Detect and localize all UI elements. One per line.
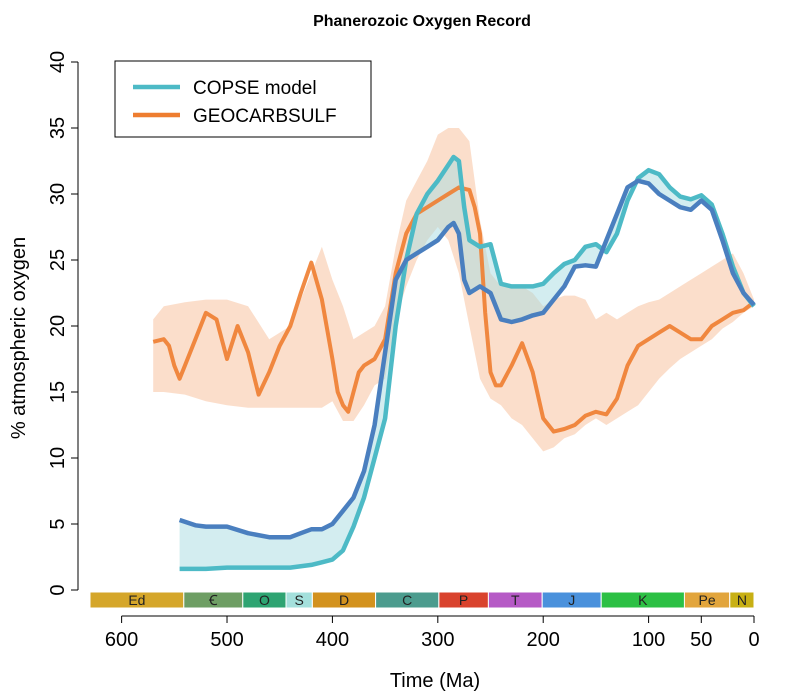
y-tick-label: 15 [47,381,69,403]
period-label: O [259,592,270,608]
copse-lower-line [178,178,756,540]
x-tick-label: 100 [632,629,665,651]
x-tick-label: 600 [105,629,138,651]
period-label: Ed [128,592,145,608]
chart-title: Phanerozoic Oxygen Record [313,13,531,30]
period-block [729,591,755,609]
legend-box [114,60,372,138]
x-tick-label: 300 [421,629,454,651]
x-tick-label: 0 [748,629,759,651]
x-tick-label: 200 [527,629,560,651]
series-lines [152,154,756,572]
copse-upper-line [179,154,756,572]
y-tick-label: 35 [47,117,69,139]
y-tick-label: 25 [47,249,69,271]
y-tick-label: 20 [47,315,69,337]
period-label: Ꞓ [208,592,218,608]
x-axis-label: Time (Ma) [390,670,480,692]
y-tick-label: 0 [47,584,69,595]
x-axis: 600 500 400 300 200 100 50 0 [105,615,760,651]
y-tick-label: 30 [47,183,69,205]
geocarbsulf-uncertainty-band [153,128,754,452]
period-label: P [459,592,468,608]
period-label: D [339,592,349,608]
period-label: J [568,592,575,608]
y-tick-label: 40 [47,51,69,73]
period-label: N [737,592,747,608]
legend: COPSE model GEOCARBSULF [114,60,372,138]
x-tick-label: 500 [210,629,243,651]
period-label: K [638,592,648,608]
legend-label: GEOCARBSULF [193,106,337,127]
x-tick-label: 400 [316,629,349,651]
y-axis-label: % atmospheric oxygen [8,237,30,439]
y-tick-label: 10 [47,447,69,469]
uncertainty-bands [153,128,755,569]
period-label: C [402,592,412,608]
period-label: Pe [699,592,716,608]
y-tick-label: 5 [47,518,69,529]
x-tick-label: 50 [690,629,712,651]
y-axis: 0 5 10 15 20 25 30 35 40 [47,51,79,596]
period-label: S [295,592,304,608]
period-label: T [511,592,520,608]
geocarbsulf-line [152,185,756,434]
period-bar: Ed Ꞓ O S D C P T J K Pe N [89,591,755,609]
legend-label: COPSE model [193,78,317,99]
